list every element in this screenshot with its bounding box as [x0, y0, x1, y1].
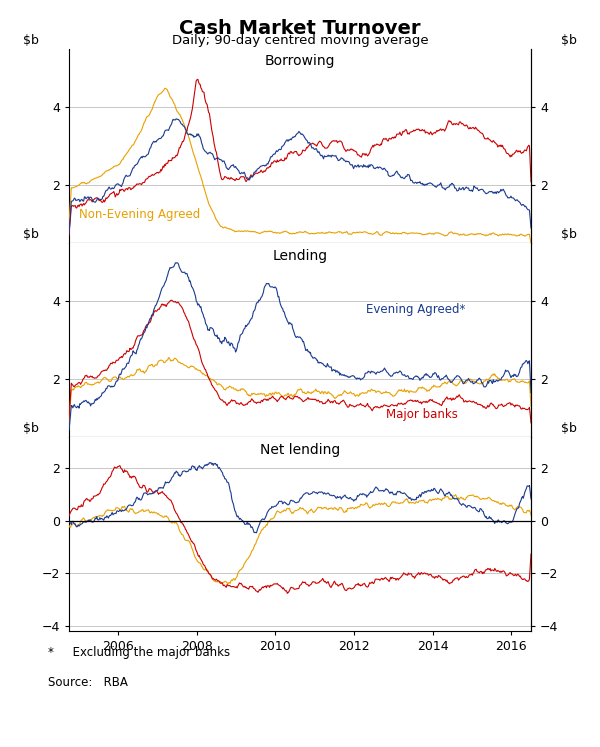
Text: $b: $b	[562, 422, 577, 435]
Text: $b: $b	[23, 228, 38, 241]
Text: Net lending: Net lending	[260, 443, 340, 457]
Text: $b: $b	[23, 422, 38, 435]
Text: $b: $b	[562, 228, 577, 241]
Text: *     Excluding the major banks: * Excluding the major banks	[48, 646, 230, 659]
Text: $b: $b	[23, 34, 38, 46]
Text: Cash Market Turnover: Cash Market Turnover	[179, 19, 421, 37]
Text: Source:   RBA: Source: RBA	[48, 676, 128, 689]
Text: Non-Evening Agreed: Non-Evening Agreed	[79, 208, 200, 221]
Text: Evening Agreed*: Evening Agreed*	[366, 303, 465, 316]
Text: Major banks: Major banks	[386, 408, 457, 421]
Text: Daily; 90-day centred moving average: Daily; 90-day centred moving average	[172, 34, 428, 46]
Text: $b: $b	[562, 34, 577, 46]
Text: Borrowing: Borrowing	[265, 55, 335, 69]
Text: Lending: Lending	[272, 249, 328, 263]
